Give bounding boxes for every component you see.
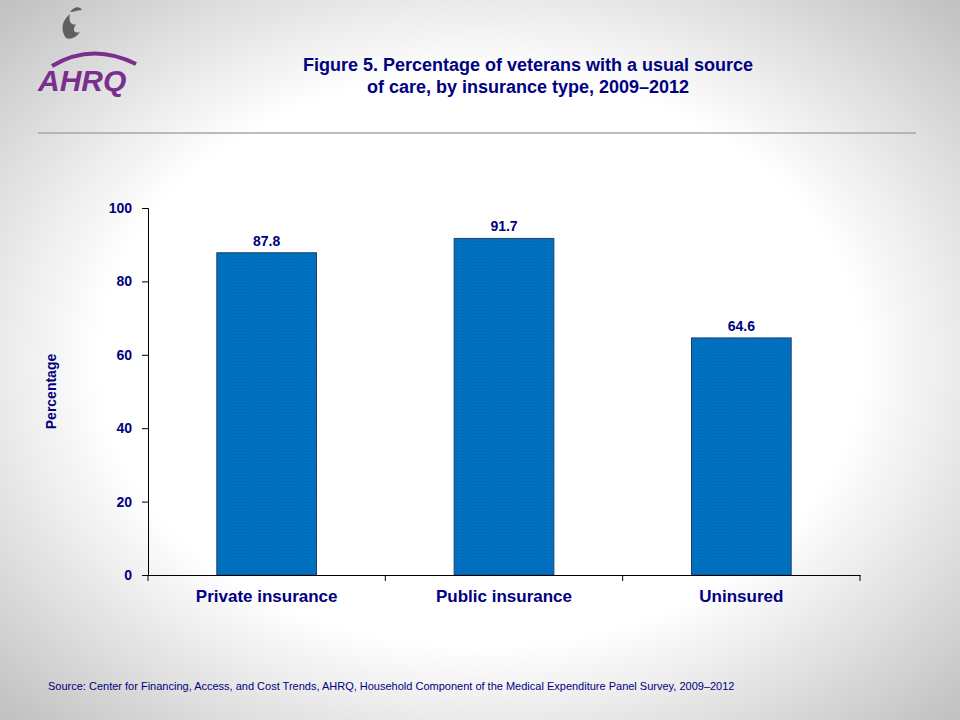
y-tick-label: 0 <box>124 567 132 583</box>
chart-title: Figure 5. Percentage of veterans with a … <box>303 55 753 97</box>
y-axis-line <box>142 209 149 576</box>
y-tick-label: 100 <box>109 200 133 216</box>
bar <box>217 253 317 575</box>
logo-eagle <box>63 7 82 39</box>
y-tick-mark <box>142 575 148 576</box>
y-tick-label: 40 <box>116 420 132 436</box>
category-divider <box>622 575 623 581</box>
y-tick-mark <box>142 208 148 209</box>
x-tick: Private insurance <box>196 575 338 606</box>
y-tick: 80 <box>116 273 148 289</box>
y-tick: 0 <box>124 567 148 583</box>
y-axis-title: Percentage <box>43 354 59 430</box>
chart-svg: AHRQ Figure 5. Percentage of veterans wit… <box>0 0 960 720</box>
bar <box>691 338 791 575</box>
y-tick-mark <box>142 281 148 282</box>
header-rule <box>38 132 916 134</box>
y-tick-label: 80 <box>116 273 132 289</box>
x-tick: Public insurance <box>436 575 572 606</box>
y-tick: 60 <box>116 347 148 363</box>
y-tick: 20 <box>116 494 148 510</box>
y-tick-label: 20 <box>116 494 132 510</box>
logo: AHRQ <box>37 7 136 97</box>
background <box>0 0 960 720</box>
x-tick-label: Uninsured <box>699 587 783 606</box>
logo-text: AHRQ <box>37 64 126 97</box>
category-divider <box>385 575 386 581</box>
data-label: 87.8 <box>253 233 280 249</box>
x-tick-label: Private insurance <box>196 587 338 606</box>
bar <box>454 238 554 575</box>
category-divider <box>148 575 149 581</box>
y-tick: 40 <box>116 420 148 436</box>
y-tick-mark <box>142 355 148 356</box>
x-tick-label: Public insurance <box>436 587 572 606</box>
data-label: 64.6 <box>728 318 755 334</box>
y-tick-mark <box>142 428 148 429</box>
chart-container: AHRQ Figure 5. Percentage of veterans wit… <box>0 0 960 720</box>
data-labels: 87.8 91.7 64.6 <box>253 218 755 333</box>
x-axis-line <box>149 575 861 576</box>
y-tick: 100 <box>109 200 148 216</box>
bars <box>217 238 791 575</box>
category-divider <box>860 575 861 581</box>
x-axis: Private insurance Public insurance Uninsur… <box>148 575 861 606</box>
y-tick-mark <box>142 502 148 503</box>
y-axis: 0 20 40 60 80 100 <box>109 200 149 583</box>
data-label: 91.7 <box>490 218 517 234</box>
x-tick: Uninsured <box>699 575 783 606</box>
y-tick-label: 60 <box>116 347 132 363</box>
source-note: Source: Center for Financing, Access, an… <box>48 680 734 692</box>
